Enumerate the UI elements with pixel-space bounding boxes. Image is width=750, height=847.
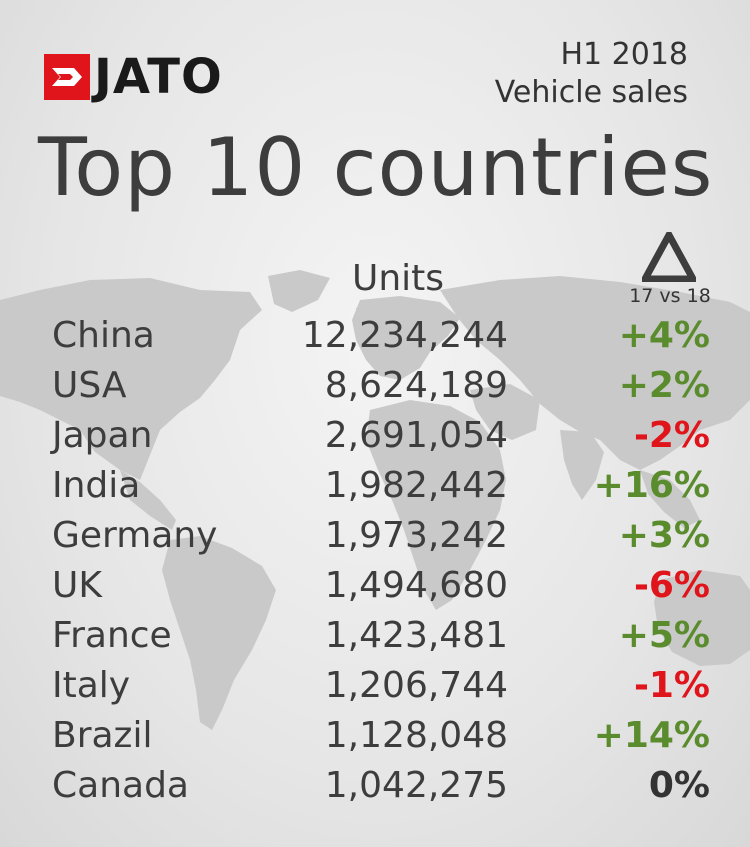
units-value: 1,423,481 — [324, 615, 508, 656]
change-value: +4% — [618, 315, 710, 356]
change-value: -2% — [633, 415, 710, 456]
period-label: H1 2018 — [560, 37, 688, 72]
period-block: H1 2018 Vehicle sales — [495, 36, 688, 112]
country-name: Japan — [52, 415, 153, 456]
country-name: Brazil — [52, 715, 153, 756]
units-value: 1,042,275 — [324, 765, 508, 806]
table-row: France 1,423,481 +5% — [0, 611, 750, 661]
units-column-header: Units — [352, 258, 445, 299]
table-row: Germany 1,973,242 +3% — [0, 511, 750, 561]
table-row: USA 8,624,189 +2% — [0, 361, 750, 411]
change-value: +14% — [593, 715, 710, 756]
country-name: India — [52, 465, 141, 506]
jato-logo: JATO — [44, 49, 223, 105]
change-value: 0% — [648, 765, 710, 806]
units-value: 1,206,744 — [324, 665, 508, 706]
units-value: 1,982,442 — [324, 465, 508, 506]
change-value: -1% — [633, 665, 710, 706]
units-value: 1,973,242 — [324, 515, 508, 556]
country-name: Germany — [52, 515, 218, 556]
brand-name: JATO — [94, 49, 223, 105]
delta-column-header: 17 vs 18 — [628, 232, 712, 308]
country-name: USA — [52, 365, 127, 406]
jato-logo-mark-icon — [44, 54, 90, 100]
units-value: 1,494,680 — [324, 565, 508, 606]
change-value: +5% — [618, 615, 710, 656]
units-value: 8,624,189 — [324, 365, 508, 406]
table-row: Brazil 1,128,048 +14% — [0, 711, 750, 761]
units-value: 2,691,054 — [324, 415, 508, 456]
country-name: China — [52, 315, 155, 356]
change-value: +16% — [593, 465, 710, 506]
table-row: Italy 1,206,744 -1% — [0, 661, 750, 711]
table-row: UK 1,494,680 -6% — [0, 561, 750, 611]
change-value: +2% — [618, 365, 710, 406]
country-name: France — [52, 615, 172, 656]
country-name: UK — [52, 565, 102, 606]
page-title: Top 10 countries — [38, 121, 714, 214]
units-value: 1,128,048 — [324, 715, 508, 756]
units-value: 12,234,244 — [301, 315, 508, 356]
country-name: Canada — [52, 765, 189, 806]
country-name: Italy — [52, 665, 131, 706]
triangle-delta-icon — [642, 232, 696, 282]
table-row: China 12,234,244 +4% — [0, 311, 750, 361]
table-row: India 1,982,442 +16% — [0, 461, 750, 511]
country-table: China 12,234,244 +4% USA 8,624,189 +2% Japan 2,… — [0, 311, 750, 811]
table-row: Canada 1,042,275 0% — [0, 761, 750, 811]
change-value: +3% — [618, 515, 710, 556]
change-value: -6% — [633, 565, 710, 606]
delta-label: 17 vs 18 — [629, 285, 711, 307]
subject-label: Vehicle sales — [494, 75, 688, 110]
table-row: Japan 2,691,054 -2% — [0, 411, 750, 461]
